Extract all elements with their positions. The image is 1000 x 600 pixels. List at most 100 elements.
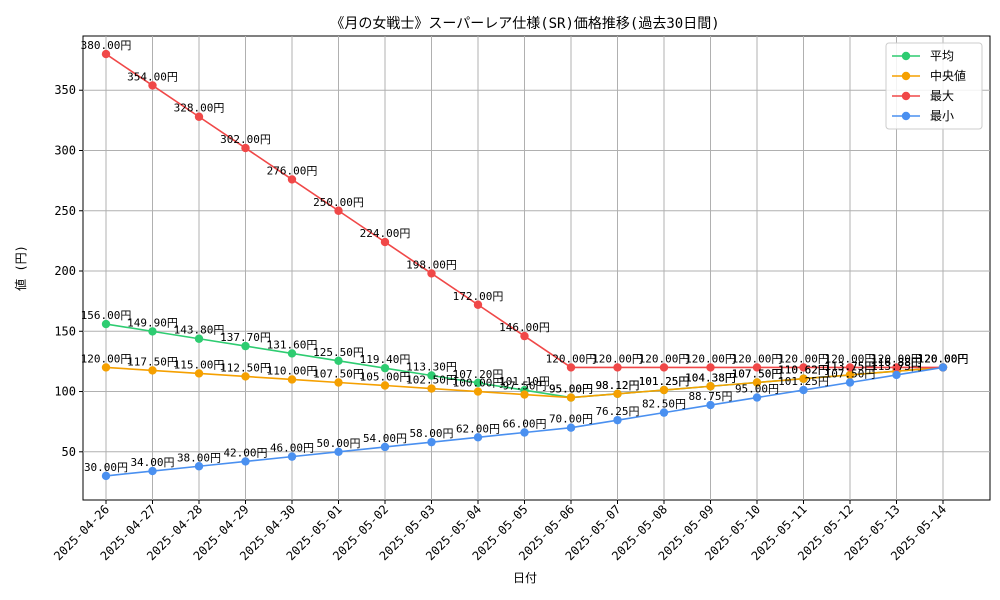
data-label: 58.00円 [409,427,453,440]
y-tick-label: 250 [54,204,76,218]
data-label: 88.75円 [688,390,732,403]
data-point [380,237,390,247]
data-label: 120.00円 [732,352,783,365]
data-label: 113.75円 [871,360,922,373]
legend-swatch-marker [901,91,911,101]
legend-box [885,42,983,130]
data-label: 276.00円 [267,164,318,177]
data-label: 46.00円 [270,442,314,455]
data-point [194,462,204,471]
data-label: 146.00円 [499,321,550,334]
data-point [101,471,111,481]
data-label: 224.00円 [360,227,411,240]
data-label: 101.10円 [499,375,550,388]
data-point [752,378,762,387]
data-point [752,363,762,372]
data-point [380,381,390,390]
data-point [101,319,111,329]
data-point [799,363,808,372]
data-label: 110.62円 [778,364,829,377]
data-point [148,81,157,90]
data-label: 120.00円 [918,352,969,365]
data-point [659,385,669,395]
data-label: 131.60円 [267,338,318,351]
data-label: 98.12円 [595,379,639,392]
legend-swatch-marker [901,51,911,61]
data-label: 120.00円 [639,352,690,365]
data-label: 113.75円 [825,360,876,373]
data-point [892,363,901,372]
data-label: 172.00円 [453,290,504,303]
data-point [892,370,901,380]
data-point [799,385,808,395]
grid-lines [83,36,990,500]
data-label: 115.00円 [174,358,225,371]
data-point [334,378,343,387]
data-label: 50.00円 [316,437,360,450]
data-label: 110.62円 [778,364,829,377]
data-point [613,415,622,425]
data-point [427,437,436,447]
data-point [101,363,111,372]
data-label: 110.00円 [267,364,318,377]
data-point [752,393,762,402]
data-label: 107.20円 [453,368,504,381]
data-label: 120.00円 [778,352,829,365]
data-point [566,393,576,402]
data-label: 95.00円 [735,383,779,396]
data-label: 380.00円 [81,39,132,52]
data-label: 120.00円 [918,352,969,365]
data-point [427,371,436,380]
data-point [706,382,715,391]
y-tick-label: 200 [54,264,76,278]
legend-swatch-marker [901,111,911,121]
data-label: 120.00円 [685,352,736,365]
data-label: 76.25円 [595,405,639,418]
data-point [659,363,669,372]
data-point [148,327,157,336]
data-point [473,433,483,442]
data-label: 125.50円 [313,346,364,359]
data-label: 42.00円 [223,446,267,459]
data-label: 120.00円 [825,352,876,365]
data-label: 105.00円 [360,371,411,384]
data-label: 120.00円 [81,352,132,365]
data-point [613,389,622,398]
data-label: 113.30円 [406,361,457,374]
data-point [659,408,669,417]
data-label: 54.00円 [363,432,407,445]
data-label: 102.50円 [406,374,457,387]
data-point [101,49,111,59]
data-label: 149.90円 [127,316,178,329]
data-label: 117.50円 [127,355,178,368]
data-point [241,143,250,153]
data-label: 120.00円 [546,352,597,365]
plot-area [82,35,991,501]
legend-label: 平均 [930,49,954,63]
data-label: 30.00円 [84,461,128,474]
legend-label: 最小 [930,109,954,123]
data-label: 100.00円 [453,377,504,390]
data-label: 82.50円 [642,398,686,411]
y-tick-label: 150 [54,324,76,338]
x-axis: 2025-04-262025-04-272025-04-282025-04-29… [51,500,949,563]
data-label: 34.00円 [130,456,174,469]
data-label: 137.70円 [220,331,271,344]
data-point [380,442,390,452]
data-label: 101.25円 [639,375,690,388]
data-point [287,375,297,384]
data-point [845,378,855,387]
data-point [845,363,855,372]
data-label: 113.75円 [825,360,876,373]
data-labels: 156.00円149.90円143.80円137.70円131.60円125.5… [81,39,969,474]
data-point [194,112,204,121]
data-label: 112.50円 [220,361,271,374]
y-tick-label: 350 [54,83,76,97]
data-point [520,390,529,399]
data-point [473,378,483,388]
chart-title: 《月の女戦士》スーパーレア仕様(SR)価格推移(過去30日間) [330,15,719,32]
data-point [427,269,436,278]
data-label: 120.00円 [592,352,643,365]
data-point [287,175,297,184]
data-label: 119.40円 [360,353,411,366]
